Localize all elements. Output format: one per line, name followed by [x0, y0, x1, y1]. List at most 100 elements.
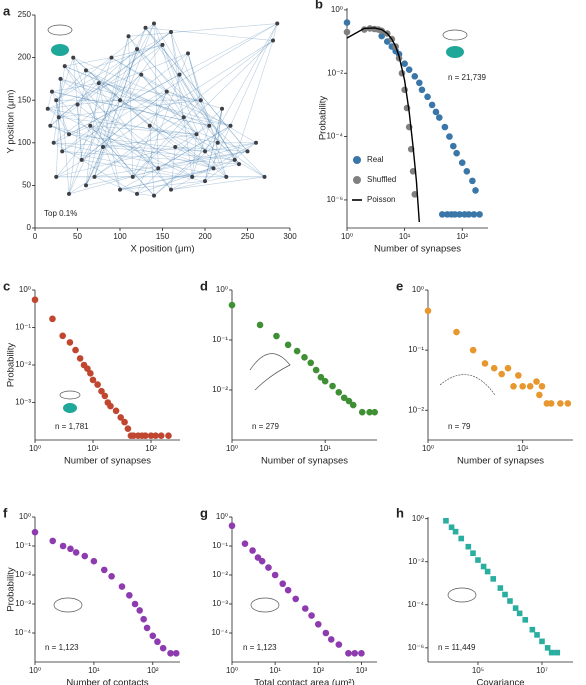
edge — [136, 193, 155, 196]
y-tick-label: 10⁰ — [19, 285, 31, 294]
edge — [60, 78, 231, 127]
edge — [170, 176, 227, 190]
point — [378, 32, 385, 40]
x-tick-label: 10¹ — [88, 666, 100, 675]
point — [349, 401, 357, 409]
edge — [102, 146, 235, 161]
edge — [90, 125, 197, 135]
annotation: Top 0.1% — [44, 209, 77, 218]
edge — [55, 78, 61, 177]
edge — [50, 125, 104, 148]
point — [548, 649, 555, 656]
point — [317, 373, 325, 381]
point — [211, 166, 216, 171]
point — [358, 649, 365, 657]
edge — [145, 27, 274, 41]
point — [497, 585, 504, 591]
edge — [55, 100, 63, 152]
point — [470, 550, 476, 556]
point — [81, 552, 89, 560]
point — [446, 133, 453, 140]
point — [265, 564, 272, 571]
edge — [132, 91, 168, 177]
x-tick-label: 10¹ — [269, 666, 281, 675]
y-tick-label: 10⁻² — [408, 557, 424, 566]
point — [50, 89, 54, 94]
edge — [141, 74, 227, 178]
x-tick-label: 10² — [145, 444, 157, 453]
point — [152, 21, 156, 26]
point — [98, 387, 105, 395]
edge — [58, 99, 201, 118]
point — [228, 301, 236, 309]
point — [307, 359, 315, 367]
point — [228, 522, 236, 530]
edge — [53, 66, 66, 143]
edge — [217, 142, 265, 178]
point — [67, 545, 74, 553]
point — [112, 407, 120, 415]
x-tick-label: 10³ — [356, 666, 368, 675]
edge — [85, 70, 172, 190]
edge — [85, 146, 104, 186]
edge — [51, 91, 210, 127]
point — [31, 528, 39, 536]
edge — [90, 125, 214, 169]
point — [48, 123, 53, 128]
edge — [119, 180, 206, 190]
edge — [77, 31, 172, 105]
point — [456, 211, 463, 218]
point — [519, 383, 526, 390]
point — [143, 624, 151, 632]
edge — [119, 168, 214, 190]
point — [529, 626, 536, 633]
y-tick-label: 10⁻² — [212, 385, 228, 394]
y-tick-label: 10⁻² — [212, 570, 228, 579]
edge — [204, 108, 223, 182]
edge — [128, 36, 138, 50]
point — [308, 612, 315, 619]
point — [554, 649, 561, 656]
point — [424, 93, 431, 101]
y-tick-label: 10⁰ — [19, 512, 31, 521]
edge — [119, 48, 138, 101]
point — [453, 328, 460, 336]
point — [66, 339, 74, 346]
point — [273, 332, 280, 340]
point — [340, 394, 348, 402]
point — [124, 425, 132, 433]
edge — [153, 142, 218, 196]
point — [321, 377, 329, 385]
point — [71, 55, 76, 60]
point — [371, 408, 378, 416]
point — [108, 573, 115, 580]
edge — [234, 40, 274, 160]
edge — [119, 168, 159, 190]
point — [135, 191, 139, 196]
edge — [58, 117, 70, 135]
edge — [141, 74, 197, 135]
point — [293, 347, 301, 355]
y-tick-label: 10⁻⁴ — [326, 132, 343, 141]
edge — [98, 82, 201, 101]
point — [198, 98, 203, 103]
point — [92, 174, 97, 179]
x-tick-label: 10² — [147, 666, 159, 675]
edge — [47, 53, 189, 109]
point — [526, 383, 534, 390]
point — [241, 540, 249, 548]
point — [147, 123, 152, 128]
point — [58, 76, 63, 81]
legend-label: Poisson — [367, 195, 395, 204]
point — [314, 620, 322, 628]
y-tick-label: 10⁻¹ — [212, 541, 228, 550]
panel-label: e — [396, 278, 403, 293]
point — [416, 79, 423, 87]
point — [472, 187, 479, 194]
edge — [64, 65, 184, 118]
point — [539, 638, 545, 645]
edge — [53, 142, 227, 178]
edge — [158, 125, 231, 169]
point — [224, 174, 229, 179]
point — [424, 307, 432, 315]
